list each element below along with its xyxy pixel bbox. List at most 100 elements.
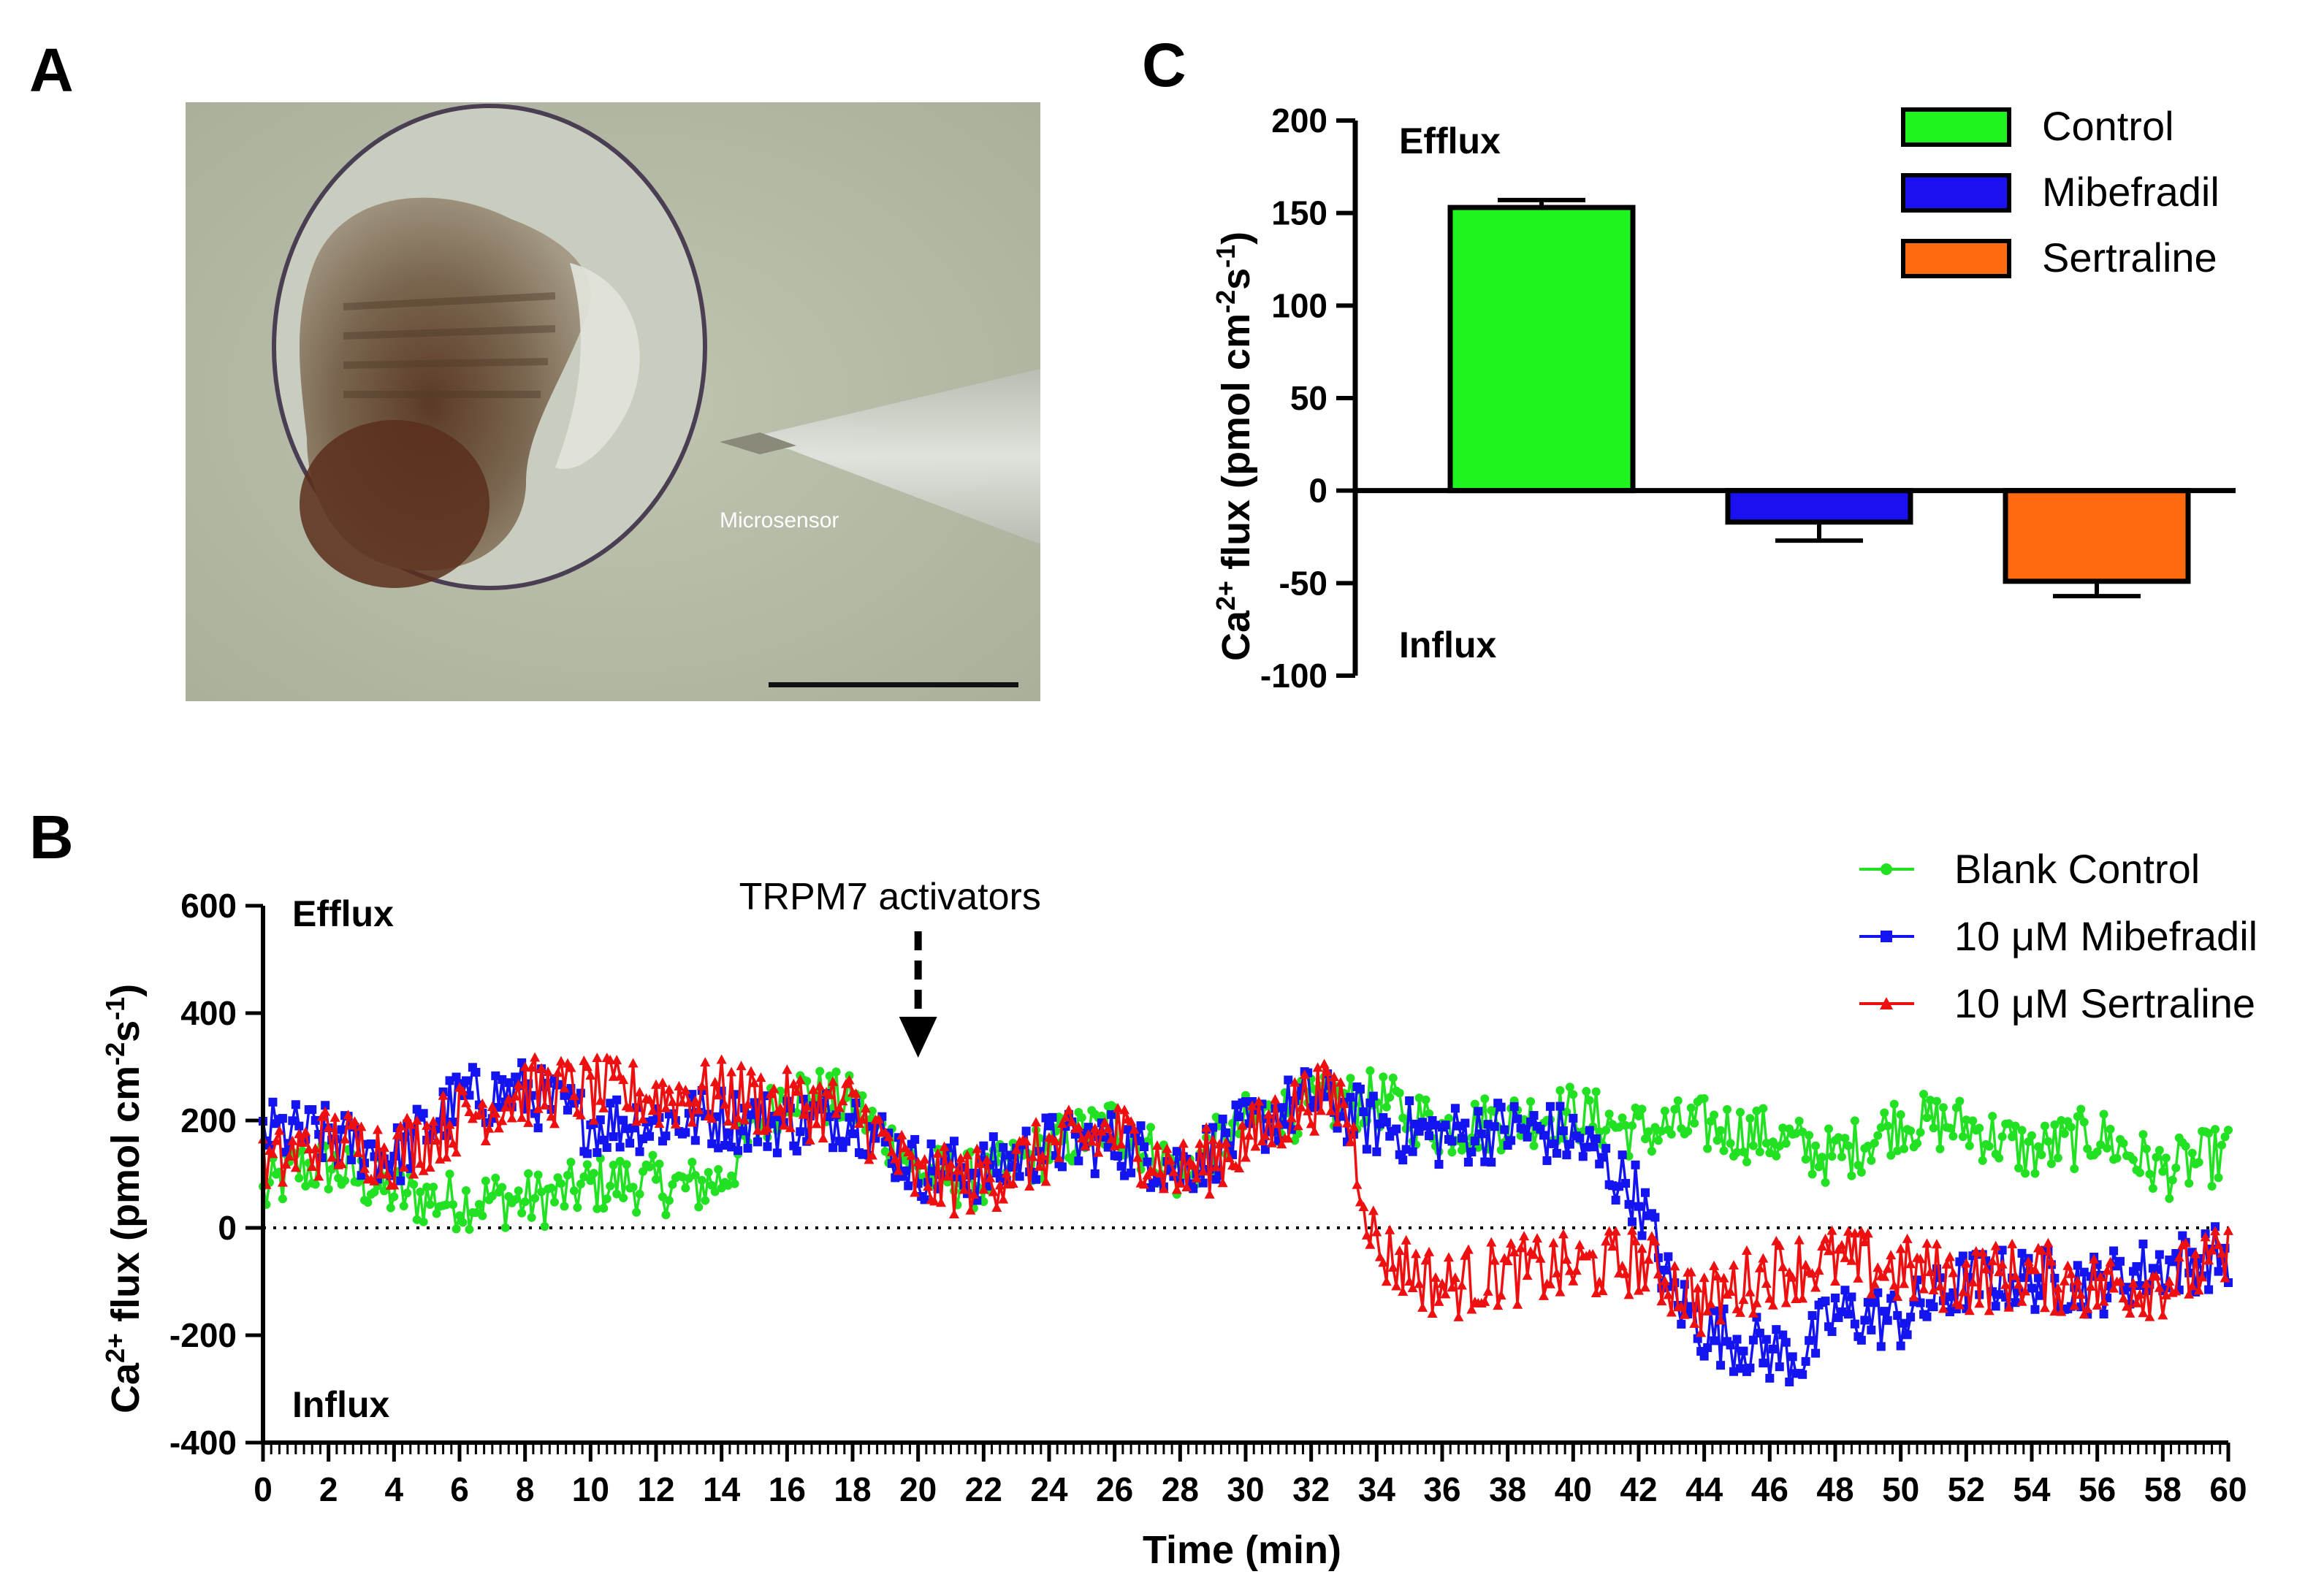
b-point bbox=[1716, 1126, 1726, 1135]
b-point bbox=[1509, 1246, 1520, 1256]
b-point bbox=[693, 1104, 704, 1115]
b-point bbox=[1880, 1307, 1889, 1316]
b-point bbox=[1872, 1262, 1883, 1272]
c-efflux-label: Efflux bbox=[1399, 121, 1501, 161]
b-point bbox=[1050, 1136, 1061, 1146]
b-point bbox=[399, 1201, 408, 1210]
b-point bbox=[729, 1120, 740, 1130]
b-point bbox=[477, 1098, 488, 1108]
b-point bbox=[1021, 1136, 1032, 1146]
b-point bbox=[808, 1084, 819, 1094]
b-point bbox=[769, 1083, 780, 1093]
b-point bbox=[527, 1213, 536, 1222]
b-point bbox=[1015, 1172, 1024, 1181]
b-point bbox=[1467, 1148, 1477, 1157]
b-point bbox=[1598, 1153, 1607, 1162]
b-point bbox=[1863, 1142, 1872, 1151]
b-point bbox=[886, 1146, 897, 1156]
b-point bbox=[1666, 1307, 1677, 1317]
b-point bbox=[1368, 1091, 1378, 1101]
b-point bbox=[1767, 1299, 1778, 1310]
b-point bbox=[1859, 1237, 1870, 1247]
b-point bbox=[373, 1175, 382, 1184]
b-point bbox=[680, 1084, 691, 1094]
b-point bbox=[932, 1148, 943, 1158]
b-point bbox=[1723, 1104, 1732, 1114]
b-point bbox=[441, 1152, 452, 1162]
b-point bbox=[1257, 1136, 1268, 1146]
b-point bbox=[2046, 1256, 2057, 1266]
b-point bbox=[1414, 1278, 1425, 1288]
b-point bbox=[1831, 1293, 1840, 1302]
b-point bbox=[511, 1072, 520, 1082]
b-point bbox=[1977, 1247, 1988, 1257]
b-point bbox=[1463, 1244, 1474, 1254]
b-point bbox=[1705, 1298, 1716, 1308]
b-point bbox=[1558, 1126, 1568, 1136]
b-point bbox=[1474, 1107, 1483, 1116]
b-point bbox=[2010, 1270, 2021, 1280]
b-point bbox=[1631, 1103, 1640, 1112]
b-point bbox=[1610, 1226, 1621, 1236]
b-point bbox=[1617, 1261, 1628, 1271]
b-point bbox=[1821, 1177, 1830, 1187]
b-point bbox=[2223, 1225, 2233, 1235]
b-point bbox=[2211, 1125, 2220, 1134]
b-point bbox=[1689, 1318, 1700, 1328]
b-point bbox=[1778, 1123, 1788, 1133]
b-point bbox=[644, 1094, 655, 1104]
b-point bbox=[2178, 1231, 2187, 1240]
b-point bbox=[1345, 1137, 1356, 1147]
b-point bbox=[2003, 1302, 2014, 1312]
b-point bbox=[1106, 1133, 1117, 1143]
b-point bbox=[506, 1112, 517, 1123]
b-point bbox=[1578, 1152, 1588, 1161]
b-legend-label: 10 μM Mibefradil bbox=[1954, 913, 2258, 959]
b-point bbox=[2108, 1283, 2119, 1293]
c-ytick-label: 100 bbox=[1271, 286, 1327, 324]
b-point bbox=[592, 1053, 603, 1063]
b-point bbox=[1640, 1134, 1650, 1144]
b-ytick-label: 200 bbox=[180, 1101, 237, 1139]
b-point bbox=[566, 1157, 576, 1167]
b-point bbox=[2115, 1276, 2126, 1286]
b-point bbox=[1618, 1113, 1627, 1123]
b-point bbox=[1895, 1243, 1906, 1253]
b-point bbox=[2040, 1121, 2049, 1131]
b-point bbox=[857, 1114, 868, 1124]
b-point bbox=[706, 1113, 717, 1123]
b-point bbox=[1398, 1156, 1408, 1165]
b-point bbox=[1175, 1177, 1186, 1188]
b-point bbox=[1801, 1356, 1810, 1366]
b-point bbox=[1742, 1157, 1751, 1167]
b-point bbox=[1853, 1272, 1864, 1283]
b-point bbox=[1591, 1134, 1601, 1143]
b-point bbox=[595, 1115, 605, 1125]
b-point bbox=[628, 1183, 638, 1192]
b-point bbox=[1725, 1286, 1736, 1297]
b-point bbox=[796, 1127, 805, 1137]
b-point bbox=[2043, 1137, 2053, 1146]
b-point bbox=[1883, 1316, 1892, 1325]
b-point bbox=[2030, 1169, 2040, 1178]
b-point bbox=[1358, 1202, 1369, 1212]
b-point bbox=[2030, 1264, 2041, 1275]
b-point bbox=[815, 1080, 826, 1091]
b-point bbox=[1526, 1096, 1536, 1106]
b-point bbox=[1673, 1096, 1683, 1105]
b-efflux-label: Efflux bbox=[292, 893, 394, 934]
b-point bbox=[798, 1109, 809, 1119]
b-point bbox=[1628, 1217, 1637, 1226]
b-point bbox=[1840, 1134, 1850, 1143]
b-point bbox=[1627, 1225, 1638, 1235]
b-point bbox=[2014, 1164, 2024, 1173]
b-point bbox=[1968, 1116, 1978, 1126]
b-point bbox=[555, 1055, 566, 1066]
b-point bbox=[403, 1188, 412, 1198]
b-point bbox=[1388, 1073, 1398, 1083]
b-point bbox=[497, 1115, 508, 1126]
b-point bbox=[723, 1116, 734, 1126]
b-point bbox=[1440, 1288, 1451, 1299]
b-point bbox=[1421, 1095, 1430, 1104]
b-point bbox=[1919, 1283, 1929, 1294]
